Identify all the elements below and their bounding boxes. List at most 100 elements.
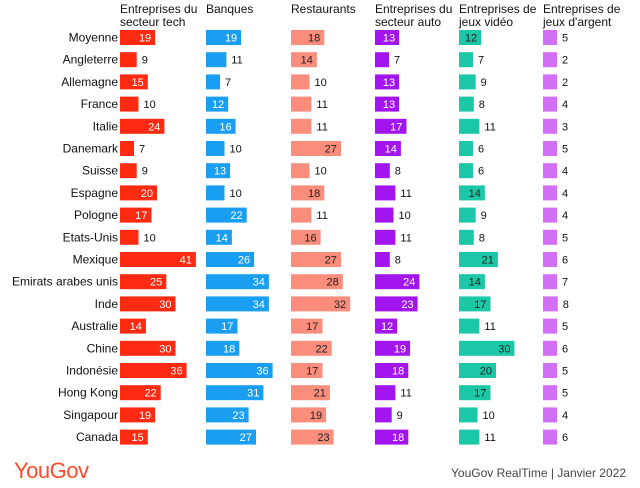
value-label-3-14: 19	[394, 343, 406, 355]
bar-4-9	[459, 229, 474, 245]
bar-4-5	[459, 141, 473, 156]
value-label-2-2: 10	[315, 77, 327, 89]
bar-0-15	[120, 363, 187, 378]
bar-4-6	[459, 163, 473, 179]
value-label-0-2: 15	[132, 77, 144, 89]
bar-2-1	[291, 52, 317, 68]
value-label-2-1: 14	[301, 55, 313, 67]
bar-5-16	[543, 385, 557, 401]
series-header-4-line-0: Entreprises de	[459, 2, 537, 16]
category-label-17: Singapour	[63, 408, 118, 422]
bar-3-11	[375, 274, 420, 290]
series-header-4-line-1: jeux vidéo	[458, 15, 513, 29]
value-label-1-4: 16	[219, 121, 231, 133]
value-label-3-8: 10	[399, 210, 411, 222]
value-label-5-17: 4	[562, 410, 568, 422]
bar-4-18	[459, 429, 480, 445]
value-label-5-6: 4	[562, 166, 568, 178]
bar-5-6	[543, 163, 557, 179]
value-label-5-10: 6	[562, 255, 568, 267]
category-label-6: Suisse	[82, 164, 118, 178]
value-label-2-4: 11	[316, 121, 327, 133]
category-label-2: Allemagne	[61, 75, 118, 89]
bar-2-16	[291, 385, 330, 401]
bar-0-6	[120, 163, 137, 179]
bar-1-6	[206, 163, 231, 179]
bar-3-12	[375, 296, 418, 312]
bar-2-2	[291, 74, 310, 90]
value-label-4-12: 17	[474, 299, 486, 311]
bar-3-2	[375, 74, 400, 90]
value-label-4-6: 6	[478, 166, 484, 178]
category-label-7: Espagne	[71, 186, 119, 200]
value-label-5-2: 2	[562, 77, 568, 89]
value-label-4-11: 14	[469, 277, 481, 289]
bar-2-8	[291, 207, 312, 223]
bar-5-12	[543, 296, 558, 312]
value-label-2-5: 27	[325, 144, 337, 156]
bar-4-7	[459, 185, 485, 201]
value-label-2-3: 11	[316, 99, 327, 111]
bar-4-11	[459, 274, 485, 290]
bar-0-10	[120, 252, 196, 267]
value-label-1-0: 19	[225, 33, 237, 45]
value-label-5-11: 7	[562, 277, 568, 289]
value-label-4-0: 12	[465, 33, 477, 45]
bar-3-4	[375, 118, 407, 134]
category-label-18: Canada	[76, 430, 118, 444]
value-label-3-13: 12	[381, 321, 393, 333]
value-label-3-17: 9	[397, 410, 403, 422]
bar-0-11	[120, 274, 167, 290]
value-label-1-16: 31	[247, 388, 259, 400]
value-label-2-14: 22	[315, 343, 327, 355]
bar-4-2	[459, 74, 476, 90]
bar-4-16	[459, 385, 491, 401]
bar-1-1	[206, 52, 227, 68]
value-label-2-0: 18	[308, 33, 320, 45]
category-label-11: Emirats arabes unis	[12, 275, 118, 289]
bar-2-6	[291, 163, 310, 179]
value-label-5-15: 5	[562, 366, 568, 378]
bar-5-7	[543, 185, 557, 201]
bar-1-18	[206, 429, 256, 445]
bar-0-3	[120, 96, 139, 112]
bar-5-17	[543, 407, 557, 423]
value-label-4-4: 11	[484, 121, 495, 133]
bar-2-9	[291, 229, 321, 245]
value-label-2-11: 28	[327, 277, 339, 289]
value-label-2-13: 17	[306, 321, 318, 333]
bar-4-0	[459, 30, 482, 45]
bar-5-14	[543, 340, 557, 356]
bar-1-17	[206, 407, 249, 423]
value-label-4-2: 9	[481, 77, 487, 89]
category-label-5: Danemark	[63, 142, 119, 156]
value-label-3-9: 11	[400, 232, 411, 244]
bar-0-7	[120, 185, 157, 201]
bar-5-18	[543, 429, 557, 445]
bar-2-3	[291, 96, 312, 112]
bar-2-12	[291, 296, 351, 312]
value-label-4-15: 20	[480, 366, 492, 378]
bar-1-14	[206, 340, 240, 356]
category-label-8: Pologne	[74, 208, 118, 222]
value-label-0-4: 24	[148, 121, 160, 133]
bar-1-8	[206, 207, 247, 223]
value-label-5-9: 5	[562, 232, 568, 244]
value-label-0-7: 20	[141, 188, 153, 200]
category-label-15: Indonésie	[66, 364, 118, 378]
bar-2-13	[291, 318, 323, 334]
bar-2-0	[291, 30, 325, 45]
bar-0-0	[120, 30, 156, 45]
value-label-3-10: 8	[395, 255, 401, 267]
value-label-0-10: 41	[180, 255, 192, 267]
value-label-5-16: 5	[562, 388, 568, 400]
bar-3-1	[375, 52, 389, 68]
value-label-3-11: 24	[403, 277, 415, 289]
value-label-0-5: 7	[139, 144, 145, 156]
bar-2-14	[291, 340, 332, 356]
bar-5-13	[543, 318, 557, 334]
bar-1-11	[206, 274, 269, 290]
value-label-4-18: 11	[484, 432, 495, 444]
bar-0-4	[120, 118, 165, 134]
